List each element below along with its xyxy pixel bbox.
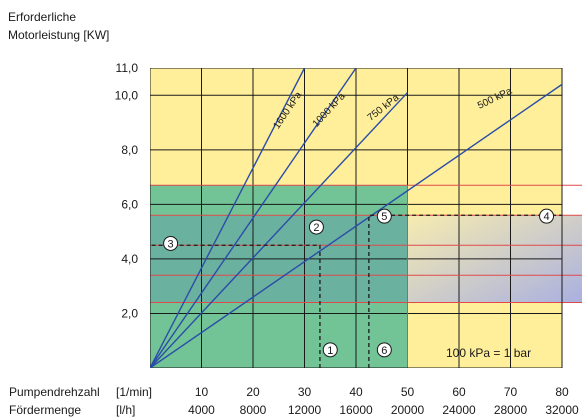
x-tick-label: 40: [349, 385, 363, 399]
marker-label: 6: [381, 345, 387, 357]
marker-label: 5: [381, 211, 387, 223]
x-tick-label: 80: [555, 385, 569, 399]
x-tick-label: 20000: [391, 403, 425, 417]
marker-circle: [308, 219, 324, 235]
y-tick-label: 10,0: [115, 88, 139, 102]
x-tick-label: 4000: [188, 403, 215, 417]
x-tick-label: 28000: [494, 403, 528, 417]
marker-circle: [322, 342, 338, 358]
x-tick-label: 60: [452, 385, 466, 399]
x-tick-label: 20: [246, 385, 260, 399]
y-axis-title-line-1: Erforderliche: [8, 10, 76, 24]
marker-circle: [376, 208, 392, 224]
series-line: [150, 68, 306, 368]
marker-circle: [539, 208, 555, 224]
x-row-unit-speed: [1/min]: [116, 385, 152, 399]
x-tick-label: 30: [298, 385, 312, 399]
x-tick-label: 16000: [339, 403, 373, 417]
marker-label: 3: [168, 238, 174, 250]
marker-circle: [163, 235, 179, 251]
x-tick-label: 10: [195, 385, 209, 399]
marker-circle: [376, 342, 392, 358]
y-tick-label: 2,0: [121, 306, 138, 320]
x-tick-label: 50: [401, 385, 415, 399]
unit-annotation: 100 kPa = 1 bar: [446, 346, 531, 360]
x-row-label-speed: Pumpendrehzahl: [9, 385, 100, 399]
marker-label: 4: [543, 211, 549, 223]
dashed-guide: [368, 214, 562, 368]
y-tick-label: 11,0: [116, 61, 139, 75]
marker-label: 2: [313, 222, 319, 234]
dashed-guide: [150, 244, 321, 368]
x-row-unit-flow: [l/h]: [116, 403, 135, 417]
plot-frame: [150, 68, 563, 368]
x-tick-label: 24000: [442, 403, 476, 417]
x-tick-label: 8000: [240, 403, 267, 417]
x-tick-label: 70: [504, 385, 518, 399]
x-tick-label: 32000: [545, 403, 579, 417]
series-line: [150, 92, 409, 368]
y-tick-label: 4,0: [121, 252, 138, 266]
x-row-label-flow: Fördermenge: [9, 403, 81, 417]
x-tick-label: 12000: [288, 403, 322, 417]
y-tick-label: 8,0: [121, 143, 138, 157]
series-line: [150, 68, 357, 368]
marker-label: 1: [327, 345, 333, 357]
series-line: [150, 83, 563, 368]
y-tick-label: 6,0: [121, 197, 138, 211]
y-axis-title-line-2: Motorleistung [KW]: [8, 28, 109, 42]
